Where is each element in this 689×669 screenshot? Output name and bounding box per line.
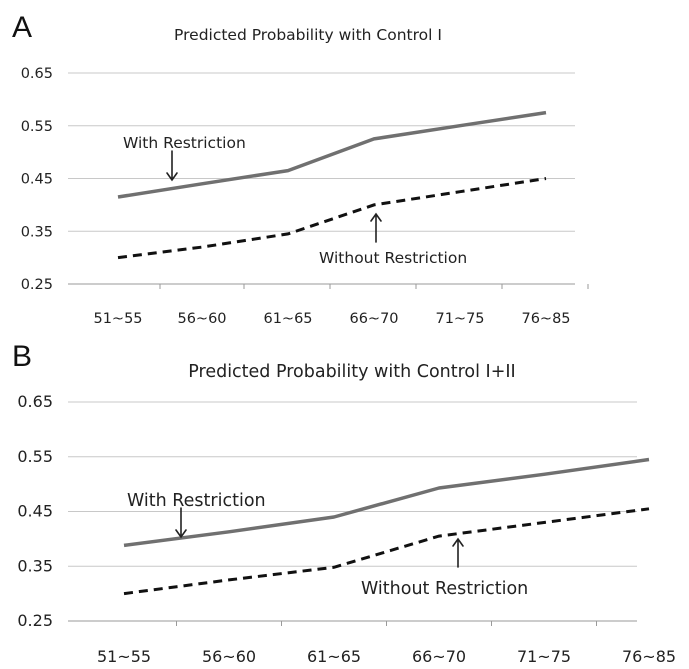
y-tick-label: 0.45	[17, 502, 53, 521]
x-tick-label: 66~70	[349, 311, 398, 327]
annotation-with-restriction: With Restriction	[123, 134, 246, 152]
x-tick-label: 76~85	[622, 647, 676, 666]
y-tick-label: 0.55	[17, 447, 53, 466]
x-tick-label: 51~55	[97, 647, 151, 666]
x-tick-label: 76~85	[521, 311, 570, 327]
y-tick-label: 0.25	[17, 611, 53, 630]
panel-b-letter: B	[12, 340, 32, 373]
annotation-with-restriction: With Restriction	[127, 491, 266, 511]
annotation-without-restriction: Without Restriction	[319, 249, 467, 267]
y-tick-label: 0.65	[21, 66, 53, 82]
y-tick-label: 0.65	[17, 392, 53, 411]
x-tick-label: 71~75	[517, 647, 571, 666]
series-line-with-restriction	[117, 110, 547, 199]
arrow-icon	[166, 150, 178, 182]
y-tick-label: 0.25	[21, 277, 53, 293]
x-tick-label: 56~60	[177, 311, 226, 327]
x-tick-label: 51~55	[93, 311, 142, 327]
y-tick-label: 0.45	[21, 172, 53, 188]
arrow-icon	[175, 507, 187, 539]
x-tick-label: 61~65	[263, 311, 312, 327]
x-tick-label: 56~60	[202, 647, 256, 666]
panel-a-letter: A	[12, 11, 32, 44]
y-tick-label: 0.55	[21, 119, 53, 135]
series-line-without-restriction	[117, 177, 547, 260]
annotation-without-restriction: Without Restriction	[361, 579, 528, 599]
panel-b-title: Predicted Probability with Control I+II	[188, 362, 515, 382]
panel-a-title: Predicted Probability with Control I	[174, 26, 442, 44]
y-tick-label: 0.35	[17, 556, 53, 575]
panel-b: B Predicted Probability with Control I+I…	[12, 340, 676, 666]
panel-a: A Predicted Probability with Control I 0…	[12, 11, 589, 327]
series-line-with-restriction	[123, 457, 650, 548]
x-tick-label: 66~70	[412, 647, 466, 666]
arrow-icon	[370, 212, 382, 243]
x-tick-label: 71~75	[435, 311, 484, 327]
arrow-icon	[452, 537, 464, 568]
x-tick-label: 61~65	[307, 647, 361, 666]
y-tick-label: 0.35	[21, 224, 53, 240]
